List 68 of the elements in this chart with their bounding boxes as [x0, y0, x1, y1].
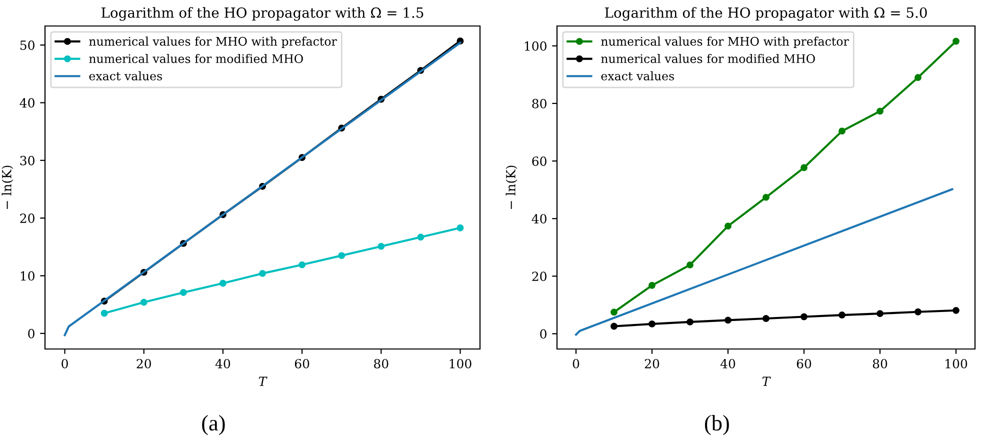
x-axis-title: T — [762, 376, 771, 386]
point — [876, 108, 884, 115]
y-tick-label: 20 — [532, 272, 546, 282]
y-tick-label: 30 — [20, 156, 34, 166]
point — [338, 252, 346, 260]
legend-label: numerical values for modified MHO — [601, 54, 815, 64]
legend-label: exact values — [601, 71, 674, 80]
x-tick-label: 100 — [450, 358, 472, 368]
legend-label: numerical values for modified MHO — [89, 54, 303, 64]
legend-label: numerical values for MHO with prefactor — [89, 36, 337, 48]
x-tick-label: 0 — [62, 358, 68, 368]
y-tick-label: 40 — [20, 98, 34, 108]
x-tick-label: 80 — [374, 358, 388, 368]
point — [219, 280, 226, 287]
y-axis-title: − ln(K) — [2, 166, 14, 209]
point — [724, 316, 732, 324]
point — [800, 164, 808, 172]
point — [762, 315, 770, 322]
point — [838, 312, 846, 319]
point — [456, 224, 464, 232]
y-tick-label: 40 — [532, 214, 546, 224]
point — [762, 194, 770, 201]
point — [298, 261, 306, 268]
point — [378, 242, 385, 250]
point — [648, 320, 656, 328]
point — [914, 308, 922, 316]
text: (a) — [202, 414, 225, 436]
point — [648, 282, 656, 289]
y-tick-label: 100 — [524, 41, 546, 51]
x-axis-title: T — [258, 376, 268, 386]
y-tick-label: 0 — [540, 329, 546, 339]
point — [259, 270, 266, 277]
y-tick-label: 50 — [20, 40, 34, 50]
point — [610, 322, 618, 330]
x-tick-label: 0 — [572, 358, 580, 368]
point — [610, 308, 618, 316]
y-tick-label: 10 — [20, 271, 34, 281]
y-tick-label: 60 — [532, 156, 546, 166]
x-tick-label: 20 — [644, 358, 660, 368]
point — [140, 298, 148, 306]
x-tick-label: 60 — [294, 358, 310, 368]
point — [100, 310, 108, 317]
legend-label: numerical values for MHO with prefactor — [601, 36, 849, 48]
point — [724, 222, 732, 230]
point — [952, 306, 960, 314]
point — [180, 289, 187, 296]
point — [686, 261, 694, 268]
legend-label: exact values — [89, 71, 162, 80]
y-tick-label: 0 — [28, 328, 34, 338]
x-tick-label: 60 — [796, 358, 812, 368]
x-tick-label: 100 — [946, 358, 968, 368]
x-tick-label: 40 — [720, 358, 736, 368]
point — [800, 313, 808, 320]
text: (b) — [704, 414, 729, 436]
point — [914, 74, 922, 82]
y-axis-title: − ln(K) — [506, 166, 518, 209]
x-tick-label: 40 — [215, 358, 230, 368]
y-tick-label: 80 — [532, 98, 546, 108]
x-tick-label: 80 — [872, 358, 888, 368]
y-tick-label: 20 — [20, 214, 34, 223]
point — [686, 318, 694, 326]
point — [952, 38, 960, 45]
point — [417, 234, 424, 241]
x-tick-label: 20 — [136, 358, 151, 368]
chart-title: Logarithm of the HO propagator with Ω = 1.5 — [102, 7, 424, 21]
chart-title: Logarithm of the HO propagator with Ω = 5.0 — [605, 7, 927, 21]
point — [838, 128, 846, 135]
point — [876, 310, 884, 318]
